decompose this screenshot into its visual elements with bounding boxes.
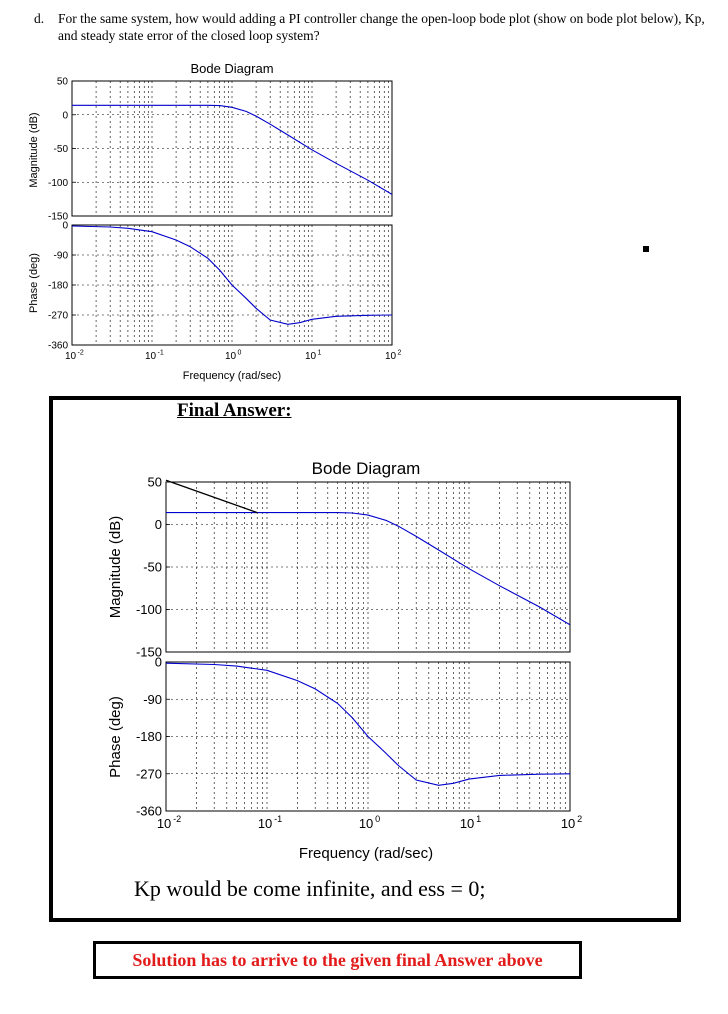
final-answer-text: Kp would be come infinite, and ess = 0;	[134, 876, 486, 901]
final-mag-series-pi-integrator-sketch	[165, 479, 258, 514]
top-bode-plot: Bode Diagram Magnitude (dB) Phase (deg) …	[28, 61, 402, 382]
final-mag-ytick-label: 50	[148, 475, 162, 490]
top-phase-ytick-label: -360	[48, 341, 68, 352]
top-xlabel: Frequency (rad/sec)	[183, 370, 281, 382]
top-mag-frame	[71, 80, 393, 217]
final-phase-ytick-label: -360	[136, 804, 162, 819]
final-mag-ytick-label: 0	[155, 517, 162, 532]
final-xtick-exponent: 2	[577, 814, 582, 824]
top-xtick-label: 10	[225, 351, 237, 362]
final-xtick-exponent: -2	[173, 814, 181, 824]
final-xtick-label: 10	[258, 816, 272, 831]
final-mag-ytick-label: -100	[136, 602, 162, 617]
top-phase-series-phase	[72, 225, 392, 325]
final-phase-series-phase	[166, 662, 570, 786]
top-mag-ytick-label: -150	[48, 212, 68, 223]
top-mag-ytick-label: -100	[48, 178, 68, 189]
top-xtick-label: 10	[65, 351, 77, 362]
final-xtick-label: 10	[561, 816, 575, 831]
final-phase-ytick-label: -180	[136, 729, 162, 744]
solution-note-text: Solution has to arrive to the given fina…	[132, 950, 543, 970]
top-phase-ytick-label: -270	[48, 311, 68, 322]
final-phase-ytick-label: -270	[136, 766, 162, 781]
stray-mark	[643, 246, 649, 252]
top-xtick-exponent: 1	[318, 350, 322, 357]
final-xtick-label: 10	[359, 816, 373, 831]
final-phase-ytick-label: -90	[143, 692, 162, 707]
final-xtick-exponent: -1	[274, 814, 282, 824]
top-phase-ytick-label: 0	[62, 221, 68, 232]
top-xtick-exponent: -2	[78, 350, 84, 357]
top-phase-ylabel: Phase (deg)	[28, 253, 40, 313]
top-plot-title: Bode Diagram	[190, 61, 273, 76]
final-mag-series-magnitude	[166, 512, 570, 626]
final-plot-title: Bode Diagram	[312, 459, 421, 478]
top-mag-ytick-label: 0	[62, 110, 68, 121]
final-xtick-label: 10	[157, 816, 171, 831]
top-mag-ytick-label: -50	[54, 144, 69, 155]
top-phase-ytick-label: -90	[54, 251, 69, 262]
final-xtick-label: 10	[460, 816, 474, 831]
question-text: For the same system, how would adding a …	[58, 11, 705, 43]
top-xtick-label: 10	[385, 351, 397, 362]
top-xtick-exponent: -1	[158, 350, 164, 357]
final-phase-frame	[165, 661, 571, 812]
top-mag-ytick-label: 50	[57, 77, 69, 88]
final-answer-box	[49, 396, 681, 922]
final-answer-title: Final Answer:	[177, 400, 292, 421]
top-xtick-exponent: 2	[398, 350, 402, 357]
final-mag-ytick-label: -150	[136, 645, 162, 660]
final-mag-ytick-label: -50	[143, 560, 162, 575]
final-xtick-exponent: 1	[476, 814, 481, 824]
final-mag-frame	[165, 481, 571, 653]
top-phase-ytick-label: -180	[48, 281, 68, 292]
top-mag-ylabel: Magnitude (dB)	[28, 112, 40, 187]
final-phase-ytick-label: 0	[155, 655, 162, 670]
top-xtick-exponent: 0	[238, 350, 242, 357]
top-xtick-label: 10	[145, 351, 157, 362]
final-xtick-exponent: 0	[375, 814, 380, 824]
top-xtick-label: 10	[305, 351, 317, 362]
top-mag-series-magnitude	[72, 104, 392, 195]
final-mag-ylabel: Magnitude (dB)	[107, 516, 124, 619]
final-phase-ylabel: Phase (deg)	[107, 696, 124, 778]
top-phase-frame	[71, 224, 393, 346]
solution-note-box: Solution has to arrive to the given fina…	[93, 941, 582, 979]
question-letter: d.	[34, 11, 45, 26]
final-xlabel: Frequency (rad/sec)	[299, 845, 433, 862]
